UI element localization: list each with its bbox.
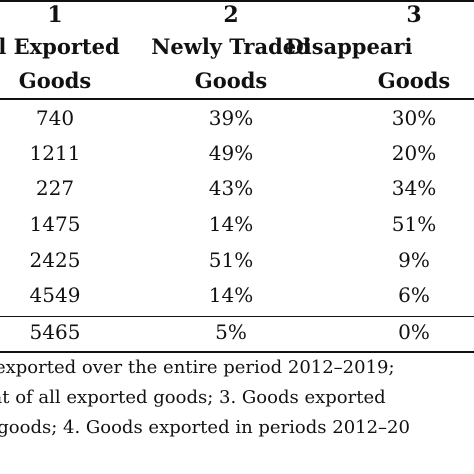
table-cell: 30% [391,106,437,130]
table-cell: 740 [35,106,75,130]
header-2-line-2: Goods [194,68,268,93]
table-cell: 14% [208,283,254,307]
table-cell: 51% [391,212,437,236]
column-number-2: 2 [223,2,239,28]
header-3-line-2: Goods [377,68,451,93]
header-rule [0,98,474,100]
header-1-line-1: ll Exported [0,34,120,59]
table-cell: 5465 [29,320,81,344]
table-cell: 20% [391,141,437,165]
table-cell: 14% [208,212,254,236]
table-cell: 2425 [29,248,81,272]
header-2-line-1: Newly Traded [151,34,311,59]
table-note-line-2: ent of all exported goods; 3. Goods expo… [0,387,386,408]
column-number-1: 1 [47,2,63,28]
table-top-rule [0,0,474,2]
table-cell: 49% [208,141,254,165]
table-bottom-rule [0,351,474,353]
table-cell: 9% [398,248,430,272]
total-rule [0,316,474,317]
table-cell: 1211 [29,141,81,165]
table-cell: 1475 [29,212,81,236]
table-note-line-3: d goods; 4. Goods exported in periods 20… [0,417,410,438]
header-1-line-2: Goods [18,68,92,93]
table-note-line-1: s exported over the entire period 2012–2… [0,357,395,378]
column-number-3: 3 [406,2,422,28]
table-cell: 39% [208,106,254,130]
table-cell: 5% [215,320,247,344]
table-cell: 51% [208,248,254,272]
table-cell: 43% [208,176,254,200]
table-cell: 0% [398,320,430,344]
header-3-line-1: Disappeari [285,34,413,59]
table-cell: 34% [391,176,437,200]
table-cell: 227 [35,176,75,200]
table-cell: 6% [398,283,430,307]
table-cell: 4549 [29,283,81,307]
